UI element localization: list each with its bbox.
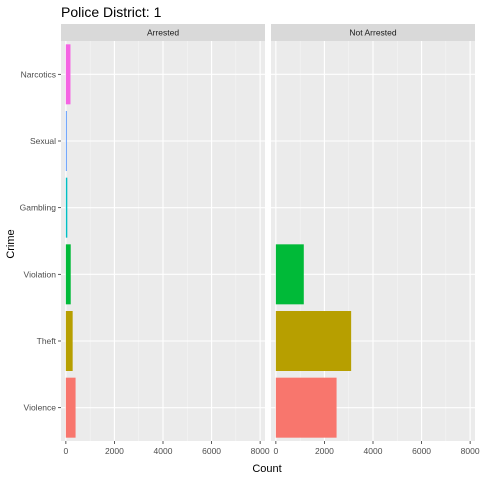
y-tick-label: Gambling (20, 203, 57, 213)
x-tick-label: 4000 (364, 446, 383, 456)
bar-theft-not-arrested (275, 311, 352, 371)
y-tick-label: Violence (24, 403, 57, 413)
facet-strip (61, 24, 265, 41)
bar-violation-arrested (65, 244, 71, 305)
x-tick-label: 2000 (315, 446, 334, 456)
chart-title: Police District: 1 (61, 4, 162, 20)
x-tick-label: 6000 (412, 446, 431, 456)
bar-theft-arrested (65, 311, 73, 371)
y-axis: Violence Theft Violation Gambling Sexual Narc… (20, 69, 61, 413)
bar-violence-not-arrested (275, 377, 337, 438)
bar-gambling-arrested (65, 177, 68, 238)
facet-strip-label: Arrested (147, 28, 179, 38)
bar-violation-not-arrested (275, 244, 304, 305)
x-tick-label: 8000 (461, 446, 480, 456)
facet-not-arrested: Not Arrested 0 2000 4000 6000 8000 (271, 24, 480, 456)
facet-strip-label: Not Arrested (349, 28, 397, 38)
y-tick-label: Violation (24, 269, 57, 279)
x-tick-label: 0 (273, 446, 278, 456)
y-tick-label: Narcotics (21, 69, 56, 79)
bar-sexual-arrested (65, 111, 67, 171)
x-axis-title: Count (252, 463, 281, 475)
bar-narcotics-arrested (65, 44, 71, 105)
y-tick-label: Theft (37, 336, 57, 346)
x-tick-label: 4000 (154, 446, 173, 456)
x-tick-label: 8000 (251, 446, 270, 456)
y-axis-title: Crime (5, 229, 17, 258)
facet-strip (271, 24, 475, 41)
facet-arrested: Arrested 0 2000 4000 6000 8000 (61, 24, 270, 456)
x-tick-label: 0 (63, 446, 68, 456)
bar-violence-arrested (65, 377, 76, 438)
x-tick-label: 6000 (202, 446, 221, 456)
x-tick-label: 2000 (105, 446, 124, 456)
y-tick-label: Sexual (30, 136, 56, 146)
